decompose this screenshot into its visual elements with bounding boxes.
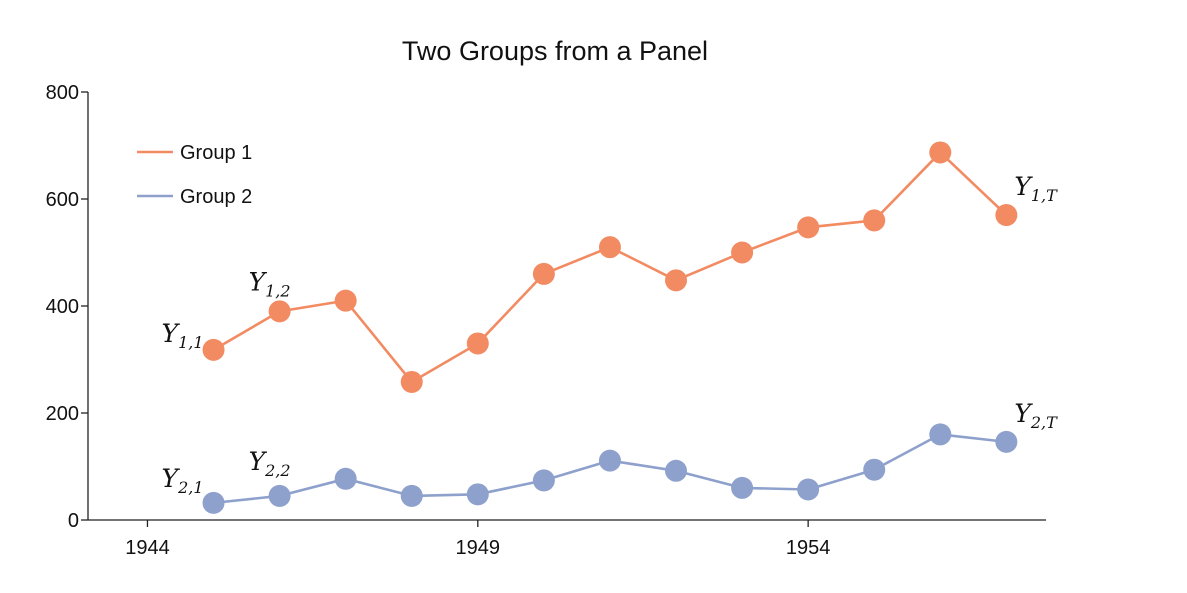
data-point: [665, 459, 688, 482]
point-annotation: Y1,T: [1014, 172, 1058, 205]
point-annotation: Y2,2: [249, 447, 291, 480]
annotation-subscript: 1,1: [178, 333, 203, 352]
data-point: [202, 338, 225, 361]
data-point: [731, 476, 754, 499]
legend: Group 1 Group 2: [137, 142, 252, 208]
series-group-1: [202, 141, 1018, 393]
data-point: [598, 236, 621, 259]
y-tick-label: 0: [68, 510, 79, 532]
annotation-symbol: Y: [162, 319, 181, 348]
data-point: [731, 241, 754, 264]
data-point: [995, 430, 1018, 453]
data-point: [995, 204, 1018, 227]
y-tick-label: 800: [46, 82, 79, 104]
axes: 0 200 400 600 800 1944 1949 1954: [46, 82, 1046, 559]
annotation-symbol: Y: [249, 267, 268, 296]
annotation-subscript: 1,2: [265, 281, 290, 300]
y-tick-label: 200: [46, 403, 79, 425]
y-tick-label: 600: [46, 189, 79, 211]
data-point: [400, 370, 423, 393]
data-point: [665, 269, 688, 292]
series-layer: [202, 141, 1018, 514]
data-point: [929, 141, 952, 164]
data-point: [532, 262, 555, 285]
data-point: [334, 467, 357, 490]
y-tick-label: 400: [46, 296, 79, 318]
annotation-symbol: Y: [1014, 172, 1033, 201]
data-point: [598, 449, 621, 472]
point-annotation: Y2,1: [162, 464, 204, 497]
data-point: [797, 216, 820, 239]
x-tick-label: 1944: [125, 537, 170, 559]
annotation-subscript: 2,2: [264, 461, 290, 480]
x-tick-label: 1954: [786, 537, 831, 559]
data-point: [797, 478, 820, 501]
x-tick-label: 1949: [456, 537, 501, 559]
data-point: [334, 289, 357, 312]
point-annotation: Y1,2: [249, 267, 291, 300]
chart-title: Two Groups from a Panel: [402, 36, 708, 66]
data-point: [863, 209, 886, 232]
data-point: [202, 491, 225, 514]
point-annotation: Y2,T: [1014, 399, 1058, 432]
annotation-symbol: Y: [162, 464, 181, 493]
series-line: [212, 151, 1008, 384]
data-point: [466, 483, 489, 506]
point-annotations: Y1,1Y1,2Y1,TY2,1Y2,2Y2,T: [162, 172, 1059, 497]
data-point: [929, 423, 952, 446]
data-point: [400, 484, 423, 507]
legend-label: Group 2: [180, 186, 252, 208]
data-point: [268, 300, 291, 323]
annotation-subscript: 1,T: [1031, 186, 1058, 205]
data-point: [532, 469, 555, 492]
annotation-subscript: 2,T: [1030, 413, 1058, 432]
data-point: [863, 458, 886, 481]
annotation-subscript: 2,1: [177, 478, 203, 497]
legend-label: Group 1: [180, 142, 252, 164]
point-annotation: Y1,1: [162, 319, 204, 352]
series-group-2: [202, 423, 1018, 514]
data-point: [268, 484, 291, 507]
annotation-symbol: Y: [1014, 399, 1033, 428]
data-point: [466, 332, 489, 355]
annotation-symbol: Y: [249, 447, 268, 476]
